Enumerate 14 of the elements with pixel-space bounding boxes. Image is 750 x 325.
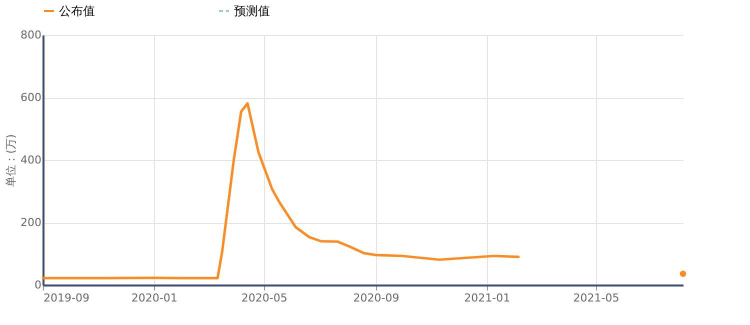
y-tick-label: 200: [20, 216, 42, 229]
x-tick-label: 2021-01: [464, 292, 510, 304]
legend-label: 预测值: [234, 4, 270, 18]
y-tick-label: 600: [20, 91, 42, 104]
y-tick-label: 800: [20, 28, 42, 42]
x-tick-label: 2020-05: [241, 292, 288, 304]
x-tick-label: 2021-05: [573, 292, 620, 304]
y-axis-title: 单位：(万): [4, 134, 18, 187]
y-tick-label: 0: [34, 278, 42, 292]
x-tick-label: 2019-09: [44, 292, 90, 304]
legend-label: 公布值: [59, 4, 95, 18]
x-tick-label: 2020-01: [131, 292, 178, 304]
x-tick-label: 2020-09: [353, 292, 400, 304]
y-tick-label: 400: [20, 154, 42, 166]
